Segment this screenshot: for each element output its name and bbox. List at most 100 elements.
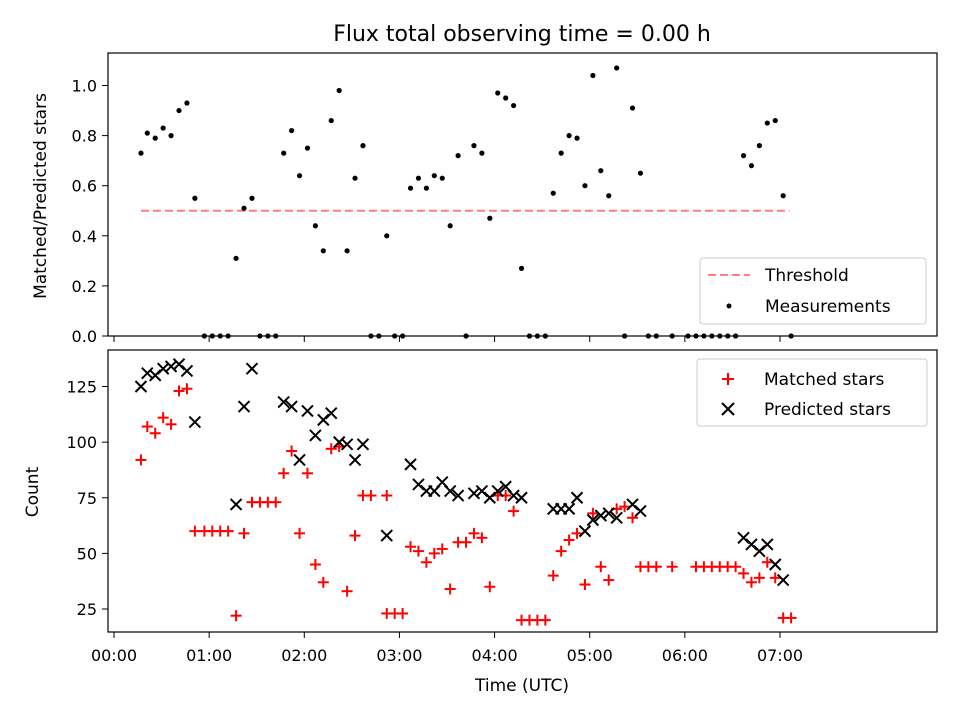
predicted-star-stroke-b bbox=[380, 529, 393, 542]
measurement-point bbox=[756, 143, 762, 149]
predicted-star-marker bbox=[761, 538, 774, 551]
predicted-star-stroke-b bbox=[293, 453, 306, 467]
predicted-star-marker bbox=[578, 524, 592, 538]
predicted-star-marker bbox=[586, 513, 600, 527]
predicted-star-marker bbox=[309, 429, 322, 442]
predicted-star-marker bbox=[380, 529, 393, 542]
matched-star-marker bbox=[405, 541, 417, 553]
measurement-point bbox=[503, 95, 509, 101]
predicted-star-stroke-b bbox=[340, 438, 354, 451]
predicted-star-marker bbox=[570, 491, 584, 504]
matched-star-marker bbox=[135, 454, 147, 466]
measurement-point bbox=[312, 223, 318, 229]
bottom-xtick-label: 00:00 bbox=[91, 646, 137, 665]
matched-star-marker bbox=[650, 561, 662, 573]
predicted-star-marker bbox=[451, 489, 465, 502]
predicted-star-marker bbox=[277, 395, 290, 409]
predicted-star-marker bbox=[237, 400, 251, 413]
measurement-point bbox=[479, 150, 485, 156]
bottom-xtick-label: 02:00 bbox=[281, 646, 327, 665]
predicted-star-stroke-b bbox=[769, 558, 782, 571]
predicted-star-stroke-b bbox=[570, 491, 584, 504]
predicted-star-marker bbox=[507, 489, 520, 502]
predicted-star-stroke-b bbox=[180, 364, 194, 378]
measurement-point bbox=[439, 175, 445, 181]
measurement-point bbox=[423, 185, 429, 191]
matched-star-marker bbox=[189, 525, 201, 537]
predicted-star-stroke-b bbox=[610, 511, 623, 524]
measurement-point bbox=[780, 193, 786, 199]
matched-star-marker bbox=[349, 530, 361, 542]
predicted-star-stroke-b bbox=[229, 498, 243, 511]
predicted-star-marker bbox=[134, 380, 148, 393]
predicted-star-stroke-b bbox=[156, 362, 170, 375]
measurement-point bbox=[550, 190, 556, 196]
top-legend-box bbox=[699, 257, 927, 325]
measurement-point bbox=[598, 168, 604, 174]
predicted-star-stroke-b bbox=[412, 478, 425, 491]
matched-star-marker bbox=[141, 421, 153, 433]
top-ytick-label: 0.8 bbox=[72, 127, 97, 146]
measurement-point bbox=[510, 102, 517, 109]
measurement-point bbox=[144, 130, 150, 136]
matched-star-marker bbox=[365, 490, 377, 502]
top-ylabel: Matched/Predicted stars bbox=[31, 93, 51, 299]
bottom-plot-frame bbox=[107, 349, 938, 633]
bottom-ytick-label: 50 bbox=[77, 544, 97, 563]
predicted-star-stroke-b bbox=[737, 531, 750, 545]
top-legend: Threshold Measurements bbox=[699, 257, 927, 325]
measurement-point bbox=[249, 195, 255, 201]
matched-star-marker bbox=[270, 496, 282, 508]
predicted-star-stroke-b bbox=[626, 498, 639, 511]
predicted-star-marker bbox=[515, 491, 528, 504]
predicted-star-stroke-b bbox=[761, 538, 774, 551]
predicted-star-stroke-b bbox=[309, 429, 322, 442]
predicted-star-marker bbox=[245, 362, 259, 375]
matched-star-marker bbox=[666, 561, 678, 573]
matched-star-marker bbox=[563, 534, 575, 546]
top-ytick-label: 0.6 bbox=[72, 177, 97, 196]
measurement-point bbox=[168, 133, 174, 139]
predicted-star-stroke-b bbox=[164, 360, 178, 373]
matched-star-marker bbox=[571, 527, 583, 539]
measurement-point bbox=[574, 135, 580, 141]
bottom-ytick-label: 25 bbox=[77, 600, 97, 619]
measurement-point bbox=[558, 150, 564, 156]
matched-star-marker bbox=[309, 559, 321, 570]
count-points bbox=[134, 358, 797, 626]
matched-star-marker bbox=[149, 427, 161, 439]
matched-star-marker bbox=[420, 556, 432, 568]
measurement-point bbox=[138, 150, 144, 156]
predicted-star-marker bbox=[188, 415, 202, 429]
predicted-star-stroke-b bbox=[404, 458, 417, 471]
predicted-star-marker bbox=[301, 404, 314, 418]
matched-star-marker bbox=[238, 527, 250, 539]
predicted-star-marker bbox=[164, 360, 178, 373]
top-panel: Flux total observing time = 0.00 h Match… bbox=[31, 22, 938, 346]
predicted-star-marker bbox=[562, 502, 576, 516]
matched-star-marker bbox=[230, 610, 242, 622]
bottom-xtick-label: 05:00 bbox=[567, 646, 613, 665]
bottom-ylabel: Count bbox=[23, 466, 43, 517]
matched-star-marker bbox=[730, 561, 742, 573]
predicted-star-marker bbox=[340, 438, 354, 451]
measurement-point bbox=[289, 127, 295, 134]
matched-star-marker bbox=[325, 443, 337, 455]
predicted-star-stroke-b bbox=[436, 475, 449, 489]
measurement-point bbox=[431, 173, 437, 179]
predicted-star-stroke-b bbox=[134, 380, 148, 393]
predicted-star-marker bbox=[491, 484, 504, 498]
matched-star-marker bbox=[761, 556, 773, 568]
measurement-point bbox=[176, 107, 182, 114]
predicted-star-stroke-b bbox=[141, 366, 154, 380]
measurement-point bbox=[160, 125, 166, 131]
measurement-point bbox=[518, 265, 525, 271]
matched-star-marker bbox=[579, 579, 591, 591]
measurement-point bbox=[184, 100, 190, 106]
measurement-point bbox=[590, 72, 596, 79]
predicted-star-marker bbox=[348, 453, 362, 467]
predicted-star-stroke-b bbox=[602, 507, 615, 520]
predicted-star-stroke-b bbox=[578, 524, 592, 538]
measurement-point bbox=[415, 175, 422, 181]
measurement-point bbox=[344, 248, 350, 254]
